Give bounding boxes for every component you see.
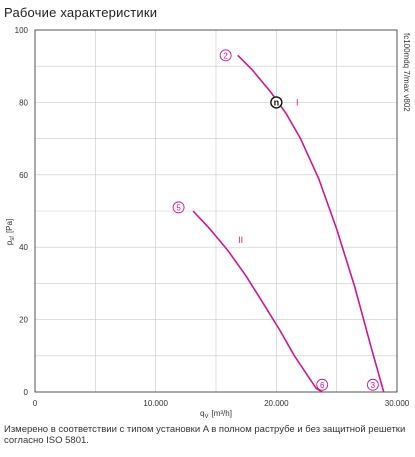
operating-point-circle — [270, 96, 283, 109]
chart-title: Рабочие характеристики — [4, 5, 158, 20]
curve-marker: 5 — [172, 201, 185, 214]
y-axis-label: psf [Pa] — [5, 219, 16, 245]
marker-label: 5 — [176, 203, 181, 212]
curve-markers: 2 3 5 6 n — [172, 49, 379, 391]
operating-point-label: n — [274, 98, 280, 108]
marker-label: 3 — [371, 381, 376, 390]
y-tick-label: 100 — [15, 26, 29, 35]
y-tick-label: 0 — [24, 388, 29, 397]
marker-circle — [172, 201, 185, 214]
marker-label: 2 — [223, 51, 228, 60]
curves: III — [192, 54, 385, 393]
x-tick-label: 0 — [33, 399, 38, 408]
y-axis-label-main: p — [5, 240, 14, 245]
x-tick-label: 20.000 — [264, 399, 289, 408]
y-axis-label-unit: [Pa] — [5, 219, 14, 233]
x-tick-label: 10.000 — [143, 399, 168, 408]
x-axis-ticks: 0 10.000 20.000 30.000 — [33, 399, 410, 408]
measurement-note: Измерено в соответствии с типом установк… — [4, 424, 406, 446]
side-label: fc100mdq 7/max v802 — [402, 33, 411, 112]
x-axis-label: qV [m³/h] — [200, 409, 232, 420]
x-axis-label-main: q — [200, 409, 204, 418]
y-tick-label: 80 — [19, 98, 28, 107]
y-tick-label: 40 — [19, 243, 28, 252]
x-tick-label: 30.000 — [385, 399, 410, 408]
x-axis-label-sub: V — [204, 414, 208, 420]
y-tick-label: 20 — [19, 316, 28, 325]
y-tick-label: 60 — [19, 171, 28, 180]
series-line-I — [237, 54, 385, 393]
marker-circle — [219, 49, 232, 62]
curve-marker: 3 — [366, 378, 379, 391]
curve-marker: 2 — [219, 49, 232, 62]
y-axis-ticks: 0 20 40 60 80 100 — [15, 26, 29, 397]
marker-circle — [316, 378, 329, 391]
marker-label: 6 — [320, 381, 325, 390]
series-label: II — [238, 235, 243, 245]
y-axis-label-sub: sf — [10, 236, 16, 241]
operating-point: n — [270, 96, 283, 109]
marker-circle — [366, 378, 379, 391]
plot-frame — [34, 29, 398, 393]
series-line-II — [192, 210, 323, 393]
grid — [34, 29, 398, 393]
x-axis-label-unit: [m³/h] — [212, 409, 232, 418]
series-label: I — [296, 97, 299, 107]
curve-marker: 6 — [316, 378, 329, 391]
performance-chart: 0 20 40 60 80 100 0 10.000 20.000 30.000 psf [Pa]… — [5, 26, 411, 420]
